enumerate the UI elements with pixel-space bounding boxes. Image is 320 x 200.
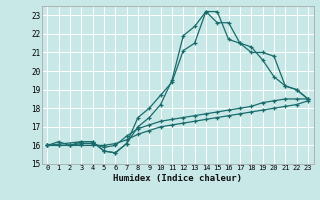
X-axis label: Humidex (Indice chaleur): Humidex (Indice chaleur) — [113, 174, 242, 183]
